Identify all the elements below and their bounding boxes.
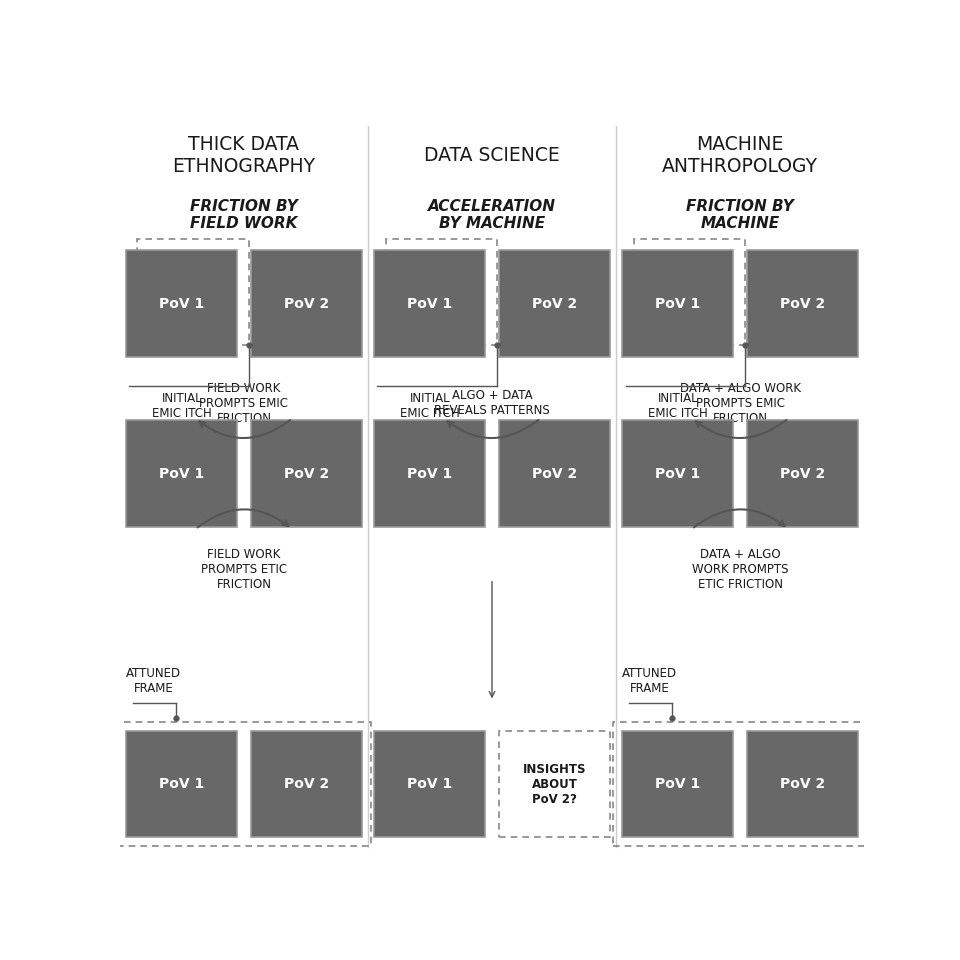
Text: PoV 1: PoV 1 <box>158 778 204 791</box>
Bar <box>612 722 867 847</box>
Bar <box>126 731 237 837</box>
Text: PoV 1: PoV 1 <box>407 778 452 791</box>
Text: PoV 1: PoV 1 <box>407 297 452 311</box>
Text: PoV 1: PoV 1 <box>158 467 204 481</box>
Text: MACHINE
ANTHROPOLOGY: MACHINE ANTHROPOLOGY <box>662 135 818 177</box>
Bar <box>126 420 237 527</box>
Bar <box>634 239 745 345</box>
Text: PoV 2: PoV 2 <box>284 297 329 311</box>
Text: ACCELERATION
BY MACHINE: ACCELERATION BY MACHINE <box>428 199 556 231</box>
Text: PoV 2: PoV 2 <box>284 467 329 481</box>
Bar <box>373 731 486 837</box>
Bar <box>498 731 611 837</box>
Text: THICK DATA
ETHNOGRAPHY: THICK DATA ETHNOGRAPHY <box>173 135 316 177</box>
Bar <box>498 251 611 357</box>
Bar <box>251 420 362 527</box>
Bar <box>137 239 249 345</box>
Bar <box>251 731 362 837</box>
Bar <box>373 420 486 527</box>
Bar <box>622 251 733 357</box>
Text: ATTUNED
FRAME: ATTUNED FRAME <box>126 667 181 695</box>
Text: PoV 1: PoV 1 <box>655 778 700 791</box>
Text: PoV 1: PoV 1 <box>407 467 452 481</box>
Text: INITIAL
EMIC ITCH: INITIAL EMIC ITCH <box>400 393 460 420</box>
Bar <box>386 239 497 345</box>
Bar <box>622 420 733 527</box>
Bar <box>251 251 362 357</box>
Text: INSIGHTS
ABOUT
PoV 2?: INSIGHTS ABOUT PoV 2? <box>523 762 587 805</box>
Bar <box>117 722 372 847</box>
Text: PoV 2: PoV 2 <box>284 778 329 791</box>
Bar <box>747 420 858 527</box>
Text: ATTUNED
FRAME: ATTUNED FRAME <box>622 667 678 695</box>
Text: FIELD WORK
PROMPTS EMIC
FRICTION: FIELD WORK PROMPTS EMIC FRICTION <box>200 382 288 425</box>
Text: ALGO + DATA
REVEALS PATTERNS: ALGO + DATA REVEALS PATTERNS <box>434 390 550 418</box>
Text: PoV 2: PoV 2 <box>780 297 826 311</box>
Text: PoV 1: PoV 1 <box>655 297 700 311</box>
Text: FIELD WORK
PROMPTS ETIC
FRICTION: FIELD WORK PROMPTS ETIC FRICTION <box>201 548 287 591</box>
Text: PoV 1: PoV 1 <box>655 467 700 481</box>
Text: INITIAL
EMIC ITCH: INITIAL EMIC ITCH <box>648 393 708 420</box>
Text: DATA + ALGO
WORK PROMPTS
ETIC FRICTION: DATA + ALGO WORK PROMPTS ETIC FRICTION <box>692 548 788 591</box>
Text: FRICTION BY
FIELD WORK: FRICTION BY FIELD WORK <box>190 199 298 231</box>
Bar <box>373 251 486 357</box>
Text: FRICTION BY
MACHINE: FRICTION BY MACHINE <box>686 199 794 231</box>
Text: PoV 2: PoV 2 <box>532 467 577 481</box>
Bar <box>747 251 858 357</box>
Text: DATA + ALGO WORK
PROMPTS EMIC
FRICTION: DATA + ALGO WORK PROMPTS EMIC FRICTION <box>680 382 801 425</box>
Text: DATA SCIENCE: DATA SCIENCE <box>424 146 560 165</box>
Text: PoV 2: PoV 2 <box>780 778 826 791</box>
Bar <box>498 420 611 527</box>
Text: INITIAL
EMIC ITCH: INITIAL EMIC ITCH <box>152 393 211 420</box>
Bar <box>747 731 858 837</box>
Text: PoV 2: PoV 2 <box>532 297 577 311</box>
Text: PoV 2: PoV 2 <box>780 467 826 481</box>
Bar <box>126 251 237 357</box>
Text: PoV 1: PoV 1 <box>158 297 204 311</box>
Bar <box>622 731 733 837</box>
